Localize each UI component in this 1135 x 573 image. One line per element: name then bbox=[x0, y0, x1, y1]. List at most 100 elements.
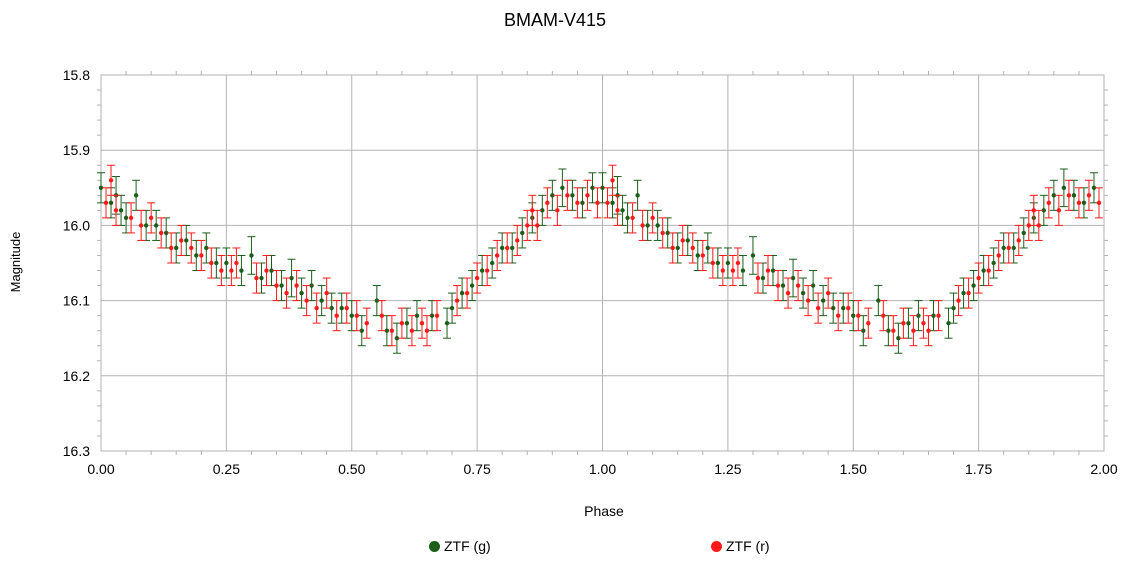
data-point-marker bbox=[194, 253, 199, 258]
data-point-marker bbox=[795, 283, 801, 288]
data-point-marker bbox=[740, 268, 746, 273]
data-point bbox=[819, 285, 828, 317]
data-point bbox=[1079, 187, 1088, 219]
data-point bbox=[412, 300, 421, 332]
data-point-marker bbox=[951, 305, 956, 311]
legend-item-r: ZTF (r) bbox=[711, 538, 770, 554]
data-point-marker bbox=[1001, 245, 1006, 251]
data-point-marker bbox=[399, 320, 405, 326]
data-point-marker bbox=[1021, 230, 1026, 236]
data-point bbox=[533, 209, 542, 241]
data-point bbox=[192, 239, 201, 272]
y-tick-label: 15.9 bbox=[63, 142, 90, 158]
data-point bbox=[257, 262, 266, 294]
data-point bbox=[262, 254, 271, 287]
data-point bbox=[362, 307, 371, 339]
data-point-marker bbox=[354, 313, 359, 318]
data-point bbox=[458, 277, 467, 309]
data-point bbox=[954, 285, 963, 317]
data-point-marker bbox=[590, 185, 595, 190]
data-point-marker bbox=[540, 208, 545, 213]
data-point bbox=[157, 217, 166, 249]
legend-marker-icon bbox=[429, 540, 440, 552]
data-point-marker bbox=[1006, 245, 1011, 251]
data-point-marker bbox=[695, 253, 700, 258]
data-point-marker bbox=[449, 305, 455, 311]
data-point-marker bbox=[901, 320, 906, 326]
data-point bbox=[809, 270, 818, 302]
data-point bbox=[748, 236, 757, 275]
data-point bbox=[618, 194, 627, 226]
data-point bbox=[924, 315, 933, 347]
data-point bbox=[317, 285, 326, 317]
data-point bbox=[904, 307, 913, 339]
data-point bbox=[839, 292, 848, 324]
data-point bbox=[292, 270, 301, 302]
data-point bbox=[723, 247, 732, 279]
data-point bbox=[1019, 217, 1028, 249]
data-point-marker bbox=[750, 253, 756, 258]
data-point-marker bbox=[454, 298, 460, 303]
data-point bbox=[854, 300, 863, 332]
chart-title: BMAM-V415 bbox=[504, 10, 606, 30]
y-tick-label: 16.3 bbox=[63, 443, 90, 459]
data-point-marker bbox=[705, 245, 711, 251]
data-point-marker bbox=[419, 320, 425, 326]
data-point bbox=[312, 292, 321, 324]
data-point-marker bbox=[128, 215, 134, 221]
data-point bbox=[944, 307, 953, 339]
data-point-marker bbox=[655, 223, 660, 228]
data-point bbox=[277, 270, 286, 302]
data-point-marker bbox=[434, 313, 440, 318]
data-point bbox=[553, 194, 562, 226]
data-point-marker bbox=[645, 223, 650, 228]
data-point-marker bbox=[1031, 208, 1036, 213]
data-point bbox=[247, 236, 256, 275]
data-point bbox=[503, 232, 512, 264]
data-point-marker bbox=[319, 298, 324, 303]
data-point bbox=[919, 307, 928, 339]
data-point bbox=[478, 254, 487, 287]
data-point-marker bbox=[836, 313, 841, 318]
data-point bbox=[638, 209, 647, 241]
data-point bbox=[909, 315, 918, 347]
data-point bbox=[1044, 187, 1053, 219]
data-point bbox=[959, 277, 968, 309]
data-point bbox=[994, 239, 1003, 272]
data-point-marker bbox=[810, 283, 816, 288]
data-point-marker bbox=[931, 313, 936, 318]
data-point-marker bbox=[760, 275, 766, 281]
data-point-marker bbox=[289, 275, 294, 281]
data-point-marker bbox=[133, 193, 139, 198]
x-tick-label: 0.25 bbox=[213, 461, 240, 477]
data-point bbox=[758, 262, 767, 294]
data-point bbox=[272, 270, 281, 302]
data-point-marker bbox=[249, 253, 254, 258]
data-point-marker bbox=[906, 320, 911, 326]
data-point bbox=[212, 247, 221, 279]
data-point-marker bbox=[861, 328, 866, 333]
data-point-marker bbox=[429, 313, 435, 318]
data-point bbox=[307, 270, 316, 302]
data-point-marker bbox=[1096, 200, 1102, 206]
data-point bbox=[763, 254, 772, 287]
data-point-marker bbox=[665, 230, 670, 236]
data-point-marker bbox=[364, 320, 369, 326]
data-point-marker bbox=[921, 320, 926, 326]
data-point-marker bbox=[545, 200, 550, 206]
data-point-marker bbox=[780, 283, 786, 288]
data-point bbox=[608, 164, 617, 196]
data-point-marker bbox=[469, 283, 475, 288]
data-point bbox=[668, 232, 677, 264]
data-point bbox=[252, 262, 261, 294]
data-point bbox=[588, 172, 597, 204]
data-point-marker bbox=[234, 260, 239, 266]
y-tick-label: 16.0 bbox=[63, 217, 90, 233]
data-point-marker bbox=[866, 320, 871, 326]
data-point bbox=[578, 187, 587, 219]
data-point-marker bbox=[379, 313, 385, 318]
data-point bbox=[102, 187, 111, 219]
data-point bbox=[387, 315, 396, 347]
data-point bbox=[703, 232, 712, 264]
y-tick-label: 16.1 bbox=[63, 293, 90, 309]
